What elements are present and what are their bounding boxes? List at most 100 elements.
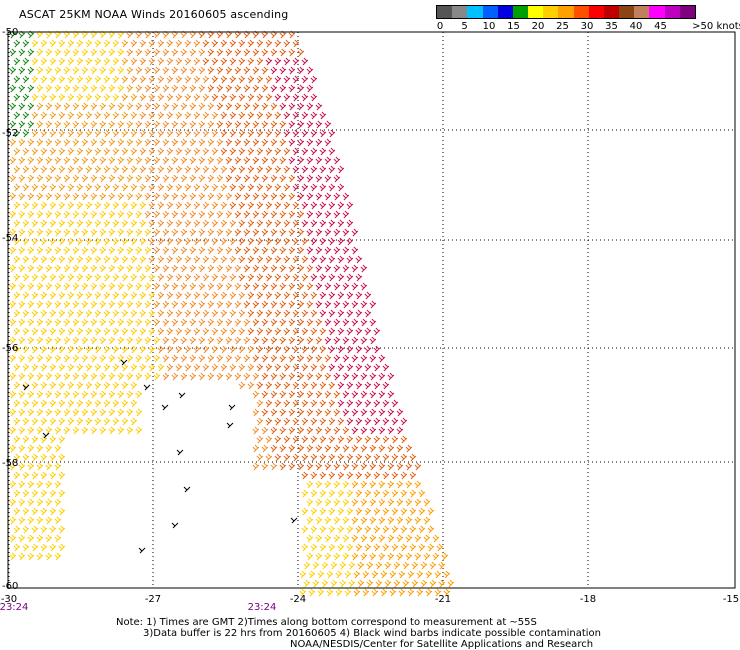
- wind-barb: [76, 75, 84, 84]
- wind-barb: [126, 66, 134, 75]
- wind-barb: [283, 363, 291, 372]
- wind-barb: [27, 228, 35, 237]
- wind-barb: [328, 507, 336, 516]
- wind-barb: [225, 210, 233, 219]
- wind-barb: [387, 372, 395, 381]
- wind-barb: [321, 579, 329, 588]
- wind-barb: [364, 543, 372, 552]
- wind-barb: [310, 75, 318, 84]
- wind-barb: [234, 210, 242, 219]
- wind-barb: [144, 174, 152, 183]
- wind-barb: [342, 336, 350, 345]
- wind-barb: [299, 588, 307, 597]
- wind-barb: [58, 237, 66, 246]
- wind-barb: [202, 291, 210, 300]
- wind-barb: [31, 489, 39, 498]
- wind-barb: [27, 354, 35, 363]
- wind-barb: [40, 345, 48, 354]
- wind-barb: [400, 525, 408, 534]
- wind-barb: [148, 345, 156, 354]
- wind-barb: [40, 183, 48, 192]
- wind-barb: [117, 300, 125, 309]
- wind-barb: [315, 138, 323, 147]
- wind-barb: [171, 228, 179, 237]
- lat-label-56: -56: [2, 343, 19, 354]
- wind-barb: [81, 66, 89, 75]
- wind-barb: [180, 264, 188, 273]
- colorbar-swatch: [619, 6, 635, 18]
- wind-barb: [117, 138, 125, 147]
- wind-barb: [144, 138, 152, 147]
- wind-barb: [108, 48, 116, 57]
- wind-barb: [63, 426, 71, 435]
- wind-barb: [144, 300, 152, 309]
- wind-barb: [382, 489, 390, 498]
- wind-barb: [144, 372, 152, 381]
- wind-barb: [342, 300, 350, 309]
- wind-barb: [351, 390, 359, 399]
- wind-barb: [171, 210, 179, 219]
- wind-barb: [319, 201, 327, 210]
- wind-barb: [198, 264, 206, 273]
- wind-barb: [58, 273, 66, 282]
- wind-barb: [297, 84, 305, 93]
- wind-barb: [265, 291, 273, 300]
- wind-barb: [162, 372, 170, 381]
- wind-barb: [337, 381, 345, 390]
- colorbar-label: 25: [556, 21, 569, 32]
- wind-barb: [166, 273, 174, 282]
- wind-barb: [99, 246, 107, 255]
- colorbar-label: 10: [482, 21, 496, 32]
- wind-barb: [121, 165, 129, 174]
- wind-barb: [54, 462, 62, 471]
- wind-barb: [297, 48, 305, 57]
- wind-barb: [261, 282, 269, 291]
- wind-barb: [324, 138, 332, 147]
- wind-barb: [162, 336, 170, 345]
- wind-barb: [360, 264, 368, 273]
- wind-barb: [103, 291, 111, 300]
- wind-barb: [423, 552, 431, 561]
- wind-barb: [45, 552, 53, 561]
- contaminated-wind-barb: [228, 404, 236, 411]
- wind-barb: [72, 120, 80, 129]
- wind-barb: [31, 129, 39, 138]
- wind-barb: [252, 228, 260, 237]
- wind-barb: [171, 174, 179, 183]
- wind-barb: [319, 255, 327, 264]
- wind-barb: [72, 408, 80, 417]
- wind-barb: [274, 399, 282, 408]
- wind-barb: [310, 435, 318, 444]
- wind-barb: [234, 372, 242, 381]
- wind-barb: [198, 210, 206, 219]
- wind-barb: [135, 210, 143, 219]
- wind-barb: [22, 111, 30, 120]
- wind-barb: [211, 363, 219, 372]
- wind-barb: [310, 507, 318, 516]
- wind-barb: [198, 354, 206, 363]
- wind-barb: [171, 318, 179, 327]
- wind-barb: [243, 156, 251, 165]
- wind-barb: [13, 399, 21, 408]
- wind-barb: [139, 237, 147, 246]
- wind-barb: [54, 354, 62, 363]
- wind-barb: [157, 39, 165, 48]
- wind-barb: [319, 273, 327, 282]
- wind-barb: [135, 138, 143, 147]
- wind-barb: [360, 480, 368, 489]
- wind-barb: [346, 327, 354, 336]
- wind-barb: [382, 381, 390, 390]
- wind-barb: [225, 156, 233, 165]
- wind-barb: [45, 426, 53, 435]
- wind-barb: [189, 282, 197, 291]
- wind-barb: [369, 390, 377, 399]
- wind-barb: [360, 318, 368, 327]
- wind-barb: [85, 345, 93, 354]
- wind-barb: [252, 444, 260, 453]
- wind-barb: [274, 111, 282, 120]
- wind-barb: [301, 183, 309, 192]
- wind-barb: [9, 390, 17, 399]
- wind-barb: [342, 282, 350, 291]
- wind-barb: [225, 246, 233, 255]
- wind-barb: [31, 327, 39, 336]
